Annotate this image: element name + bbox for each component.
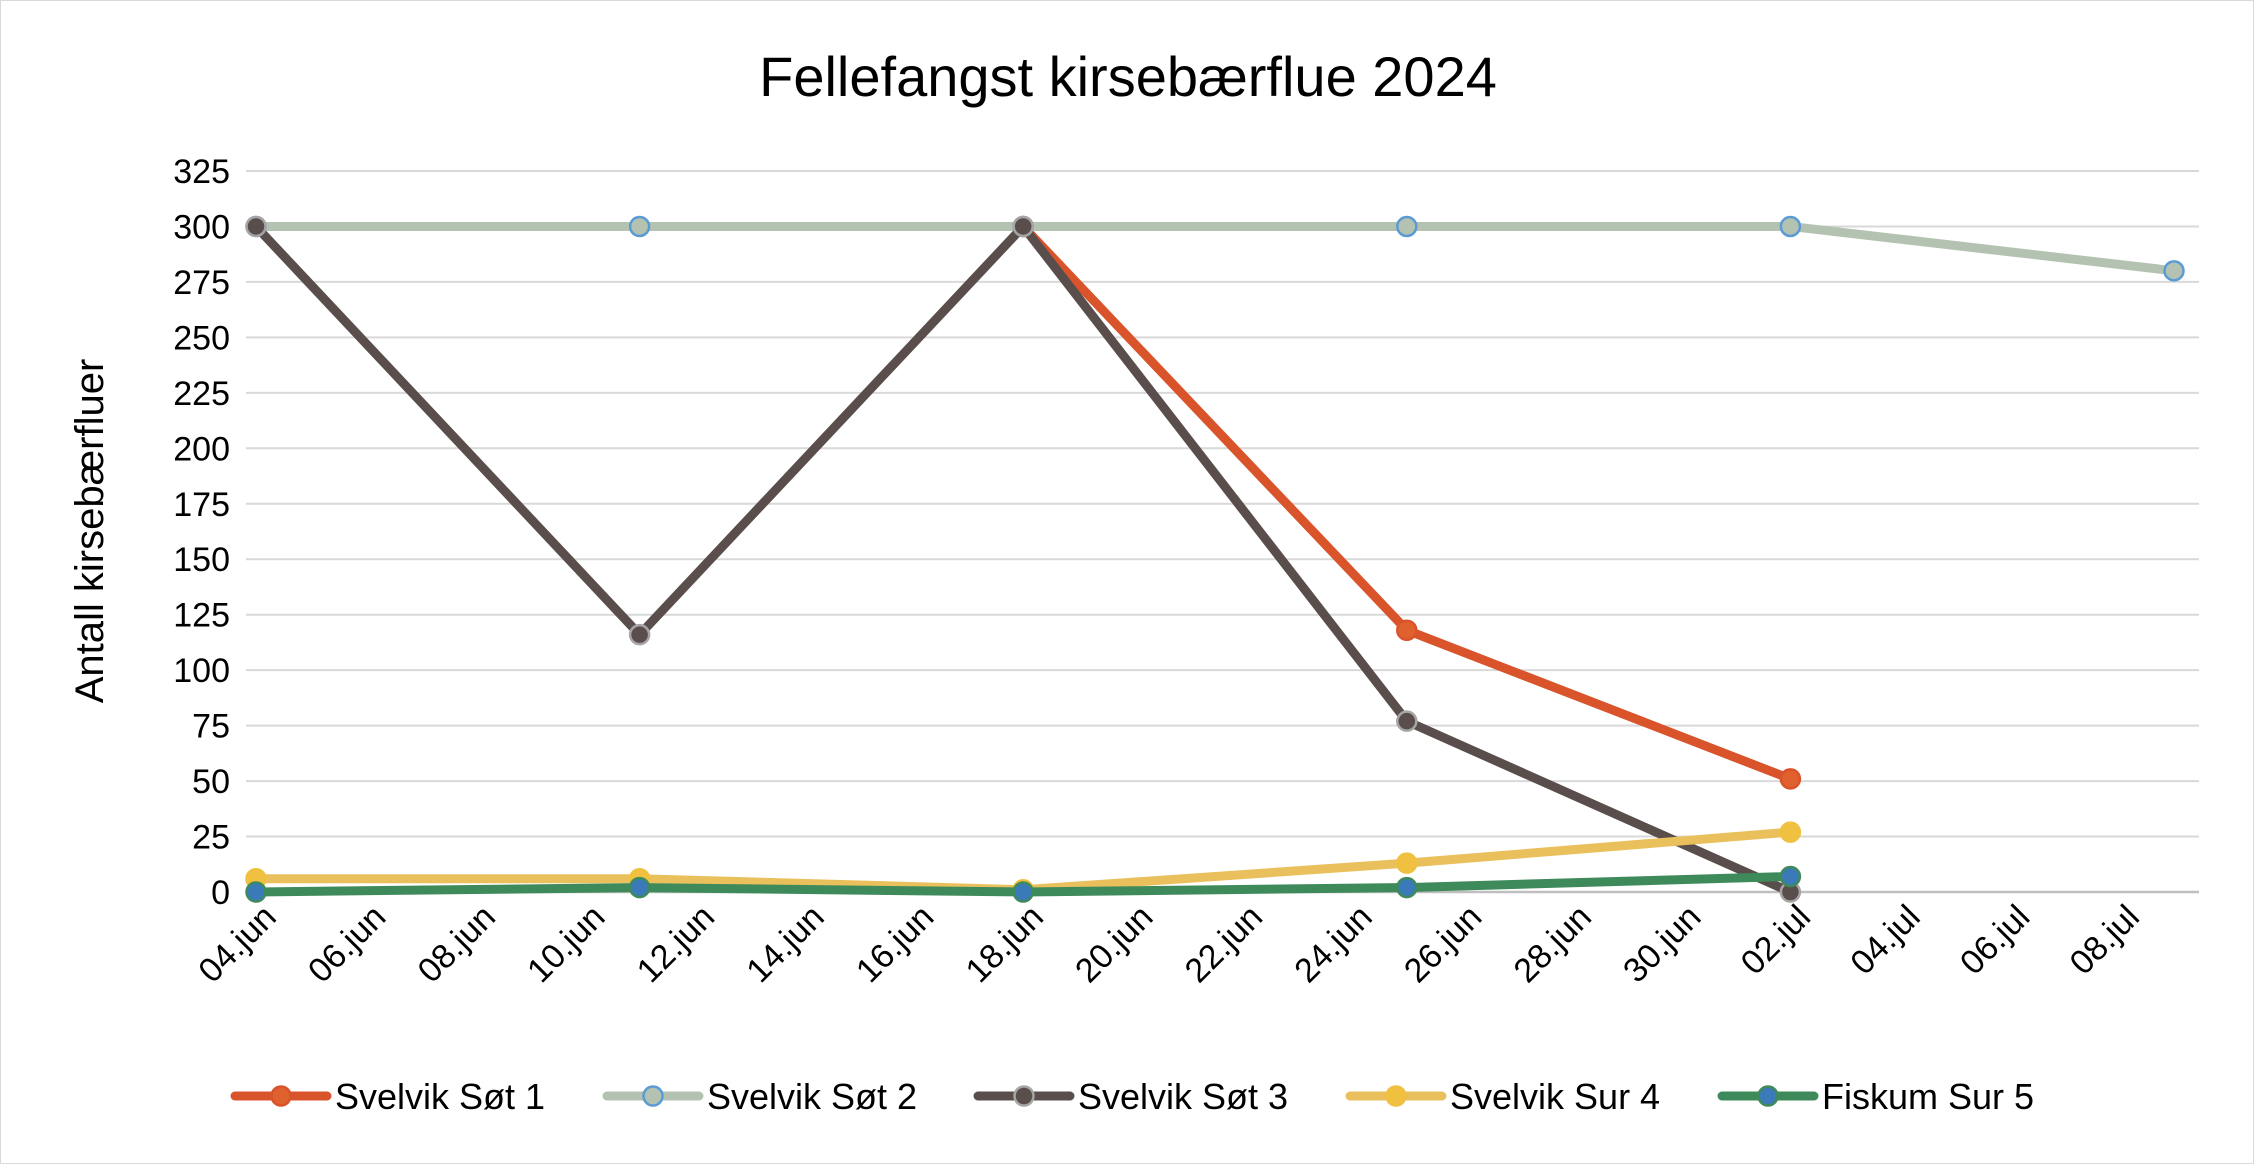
x-tick-label: 14.jun — [739, 898, 831, 990]
legend-item: Svelvik Søt 3 — [973, 1076, 1288, 1117]
series-lines — [245, 215, 2185, 903]
y-tick-label: 250 — [173, 319, 230, 357]
data-point — [628, 876, 651, 899]
data-point — [1396, 215, 1418, 238]
legend-item: Svelvik Sur 4 — [1345, 1076, 1660, 1117]
y-tick-label: 150 — [173, 541, 230, 579]
legend-item: Fiskum Sur 5 — [1717, 1076, 2034, 1117]
data-point — [628, 215, 651, 238]
x-tick-label: 16.jun — [849, 898, 941, 990]
data-point — [628, 623, 651, 646]
y-tick-label: 125 — [173, 597, 230, 635]
x-tick-label: 20.jun — [1068, 898, 1160, 990]
legend-label: Svelvik Sur 4 — [1450, 1076, 1660, 1117]
legend-swatch-marker — [1757, 1085, 1779, 1107]
y-tick-label: 175 — [173, 486, 230, 524]
data-point — [245, 215, 267, 238]
data-point — [1779, 821, 1802, 843]
legend-swatch-marker — [1385, 1085, 1407, 1107]
x-tick-label: 08.jul — [2063, 898, 2147, 982]
y-tick-label: 275 — [173, 264, 230, 302]
y-tick-label: 100 — [173, 652, 230, 690]
x-tick-label: 08.jun — [410, 898, 502, 990]
series-line — [251, 221, 2179, 276]
legend-label: Fiskum Sur 5 — [1822, 1076, 2034, 1117]
legend-swatch-marker — [270, 1085, 292, 1107]
data-point — [245, 881, 267, 903]
legend-swatch-marker — [1013, 1085, 1035, 1107]
y-tick-label: 225 — [173, 375, 230, 413]
y-tick-label: 75 — [192, 708, 230, 746]
x-tick-label: 06.jun — [301, 898, 393, 990]
data-point — [1012, 881, 1034, 903]
series-line — [1018, 221, 1795, 784]
y-axis-label: Antall kirsebærfluer — [68, 359, 112, 704]
x-tick-label: 28.jun — [1506, 898, 1598, 990]
series-5 — [245, 865, 1802, 903]
x-tick-label: 04.jun — [191, 898, 283, 990]
y-tick-label: 325 — [173, 153, 230, 191]
data-point — [1779, 768, 1802, 790]
legend-label: Svelvik Søt 1 — [335, 1076, 545, 1117]
data-point — [1396, 852, 1418, 874]
x-tick-label: 30.jun — [1616, 898, 1708, 990]
y-tick-label: 25 — [192, 819, 230, 857]
chart-title: Fellefangst kirsebærflue 2024 — [759, 45, 1497, 108]
data-point — [2163, 260, 2185, 282]
legend-label: Svelvik Søt 3 — [1078, 1076, 1288, 1117]
y-tick-label: 300 — [173, 208, 230, 246]
x-tick-label: 22.jun — [1178, 898, 1270, 990]
data-point — [1779, 215, 1802, 238]
legend-label: Svelvik Søt 2 — [707, 1076, 917, 1117]
x-tick-label: 18.jun — [958, 898, 1050, 990]
legend: Svelvik Søt 1 Svelvik Søt 2 Svelvik Søt 3 S… — [230, 1076, 2034, 1117]
y-axis-ticks: 0 25 50 75 100 125 150 175 200 225 250 275 300 325 — [173, 153, 230, 912]
x-tick-label: 10.jun — [520, 898, 612, 990]
data-point — [1396, 619, 1418, 641]
x-tick-label: 06.jul — [1953, 898, 2037, 982]
data-point — [1779, 865, 1802, 888]
y-tick-label: 200 — [173, 430, 230, 468]
legend-item: Svelvik Søt 2 — [602, 1076, 917, 1117]
y-tick-label: 50 — [192, 763, 230, 801]
x-tick-label: 24.jun — [1287, 898, 1379, 990]
series-3 — [245, 215, 1802, 903]
x-tick-label: 12.jun — [630, 898, 722, 990]
data-point — [1396, 710, 1418, 732]
legend-swatch-marker — [642, 1085, 664, 1107]
series-1 — [1012, 215, 1802, 790]
x-tick-label: 02.jul — [1734, 898, 1818, 982]
data-point — [1396, 876, 1418, 899]
x-axis-ticks: 04.jun 06.jun 08.jun 10.jun 12.jun 14.jun 16.j… — [191, 898, 2147, 990]
y-tick-label: 0 — [211, 874, 230, 912]
legend-item: Svelvik Søt 1 — [230, 1076, 545, 1117]
x-tick-label: 26.jun — [1397, 898, 1489, 990]
data-point — [1012, 215, 1034, 238]
x-tick-label: 04.jul — [1843, 898, 1927, 982]
